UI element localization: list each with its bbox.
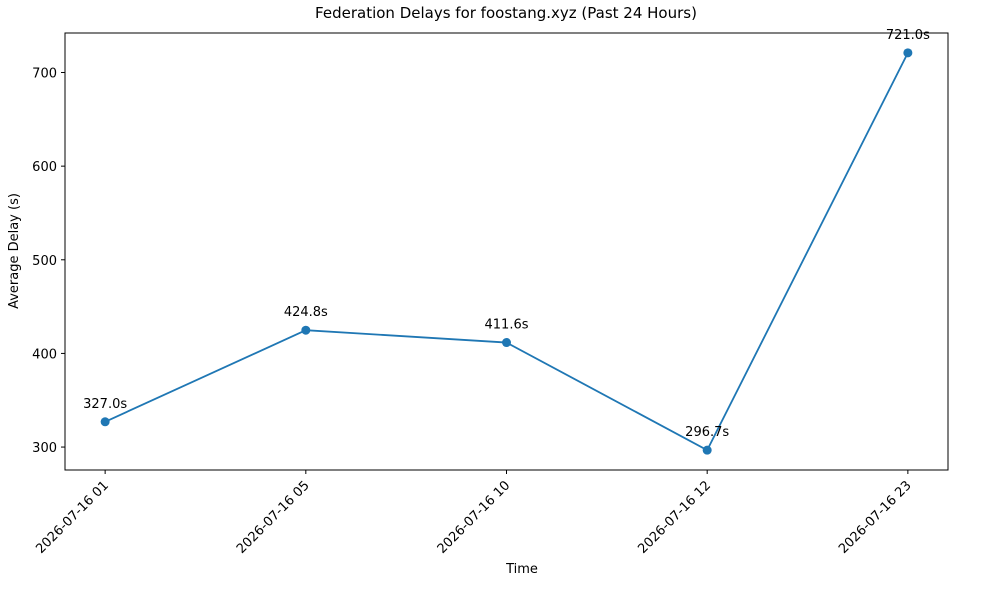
y-tick-label: 600: [32, 160, 57, 175]
point: [100, 417, 110, 427]
point: [702, 445, 712, 455]
x-tick-label: 2026-07-16 12: [635, 478, 714, 557]
y-tick-label: 300: [32, 441, 57, 456]
y-tick-label: 500: [32, 254, 57, 269]
point: [301, 325, 311, 335]
x-tick-label: 2026-07-16 23: [836, 478, 915, 557]
axes-frame: [64, 32, 949, 471]
y-tick-label: 700: [32, 67, 57, 82]
value-label: 296.7s: [685, 425, 729, 440]
line: [104, 52, 909, 452]
x-tick-label: 2026-07-16 10: [435, 478, 514, 557]
value-label: 721.0s: [886, 28, 930, 43]
y-tick-label: 400: [32, 347, 57, 362]
x-tick-label: 2026-07-16 05: [234, 478, 313, 557]
value-label: 411.6s: [485, 318, 529, 333]
y-axis-label: Average Delay (s): [7, 193, 22, 309]
x-axis-label: Time: [505, 562, 538, 577]
chart-title: Federation Delays for foostang.xyz (Past…: [315, 4, 697, 22]
value-label: 424.8s: [284, 305, 328, 320]
value-label: 327.0s: [83, 397, 127, 412]
x-tick-label: 2026-07-16 01: [33, 478, 112, 557]
point: [903, 48, 913, 58]
point: [502, 338, 511, 348]
